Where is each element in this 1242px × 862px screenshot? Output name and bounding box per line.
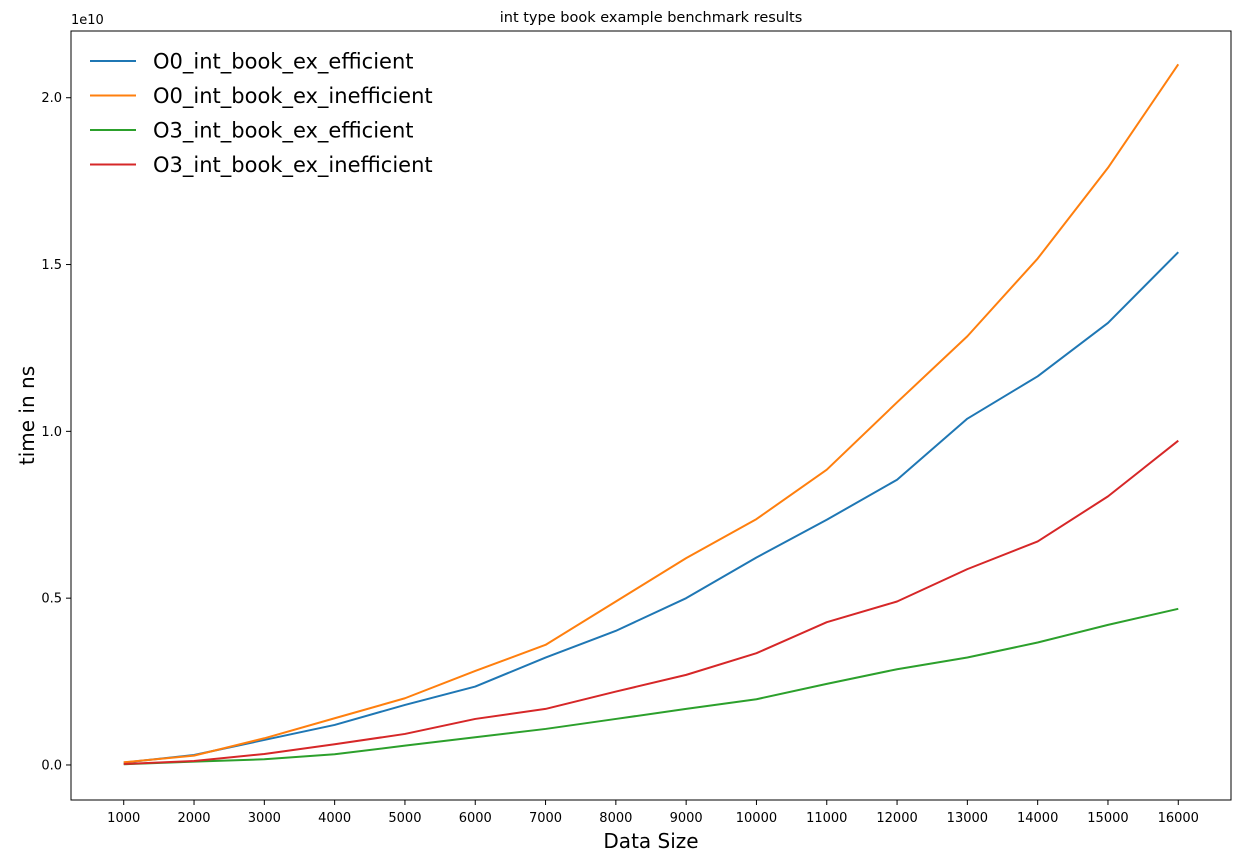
y-axis-offset-label: 1e10 — [71, 13, 104, 28]
legend: O0_int_book_ex_efficient O0_int_book_ex_i… — [90, 50, 433, 178]
series-lines — [123, 63, 1180, 766]
x-tick-label: 15000 — [1087, 811, 1128, 826]
y-tick-label: 1.0 — [41, 425, 62, 440]
x-tick-label: 2000 — [177, 811, 210, 826]
x-tick-label: 5000 — [388, 811, 421, 826]
x-axis-label: Data Size — [603, 829, 698, 853]
y-tick-label: 1.5 — [41, 258, 62, 273]
plot-frame — [70, 30, 1232, 801]
x-tick-label: 8000 — [599, 811, 632, 826]
x-tick-label: 16000 — [1158, 811, 1199, 826]
series-line — [123, 63, 1180, 764]
chart-title: int type book example benchmark results — [500, 10, 803, 26]
series-line — [123, 439, 1179, 765]
y-tick-label: 0.0 — [41, 758, 62, 773]
x-tick-label: 7000 — [529, 811, 562, 826]
legend-entry-label: O3_int_book_ex_inefficient — [153, 153, 433, 178]
legend-entry-label: O0_int_book_ex_efficient — [153, 50, 414, 75]
x-tick-label: 4000 — [318, 811, 351, 826]
x-tick-label: 3000 — [248, 811, 281, 826]
y-tick-label: 0.5 — [41, 592, 62, 607]
x-tick-label: 6000 — [459, 811, 492, 826]
series-line — [123, 607, 1179, 766]
x-tick-label: 11000 — [806, 811, 847, 826]
x-tick-label: 14000 — [1017, 811, 1058, 826]
y-tick-label: 2.0 — [41, 91, 62, 106]
axes: 1000 2000 3000 4000 5000 6000 7000 8000 9000 1000… — [41, 30, 1232, 826]
series-line — [123, 251, 1179, 764]
legend-entry-label: O3_int_book_ex_efficient — [153, 119, 414, 144]
x-tick-label: 13000 — [947, 811, 988, 826]
legend-entry-label: O0_int_book_ex_inefficient — [153, 84, 433, 109]
x-tick-label: 12000 — [876, 811, 917, 826]
x-tick-label: 10000 — [736, 811, 777, 826]
x-tick-label: 1000 — [107, 811, 140, 826]
y-axis-label: time in ns — [15, 366, 39, 465]
x-tick-label: 9000 — [670, 811, 703, 826]
